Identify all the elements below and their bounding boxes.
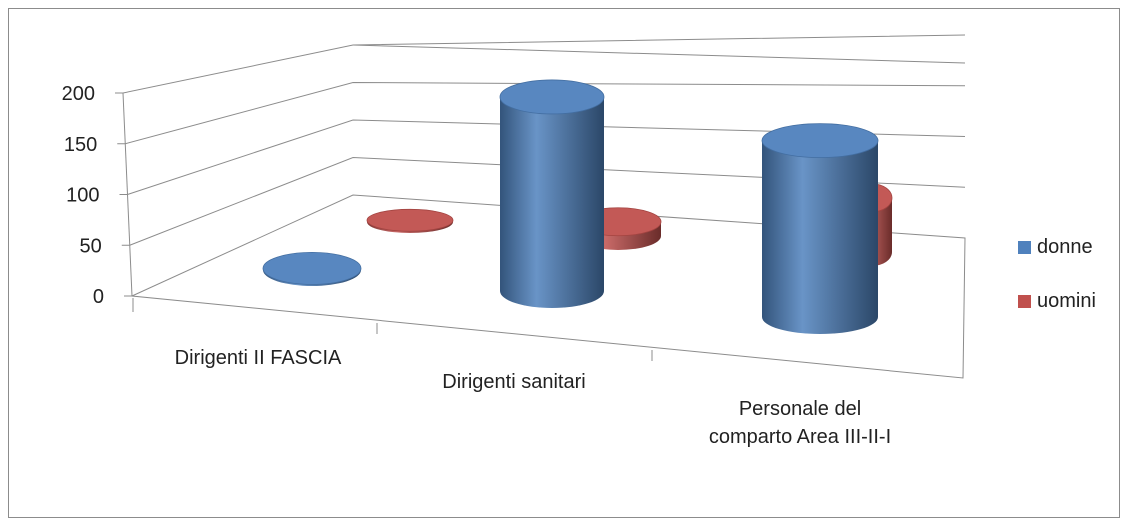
bar-donne-3 [761,123,879,334]
bar-donne-2-body [500,96,604,309]
gridline [129,156,966,246]
bar-donne-1 [262,251,362,286]
legend-label-donne: donne [1037,235,1093,258]
bar-donne-2 [499,79,605,309]
legend: donne uomini [1018,232,1096,340]
y-tick-label: 50 [80,235,102,257]
x-category-label-1: Dirigenti II FASCIA [175,347,342,369]
y-tick-label: 150 [64,134,97,156]
y-tick-label: 100 [66,185,99,207]
x-category-label-3: Personale del comparto Area III-II-I [709,398,891,448]
bar-uomini-1 [366,208,454,233]
legend-item-uomini: uomini [1018,286,1096,316]
bar-donne-2-top [499,79,605,115]
gridline-top [352,44,966,64]
legend-swatch-uomini [1018,294,1031,308]
x-category-label-2: Dirigenti sanitari [442,371,585,393]
y-tick-label: 0 [93,286,104,308]
gridline [127,119,966,195]
y-tick-label: 200 [62,83,95,105]
legend-item-donne: donne [1018,232,1096,262]
bar-uomini-1-top [366,208,454,232]
gridline [125,81,966,145]
bar-donne-3-body [762,140,878,334]
chart-floor [130,194,966,379]
bar-donne-3-top [761,123,879,159]
legend-swatch-donne [1018,240,1031,254]
bar-donne-1-top [262,251,362,285]
legend-label-uomini: uomini [1037,289,1096,312]
